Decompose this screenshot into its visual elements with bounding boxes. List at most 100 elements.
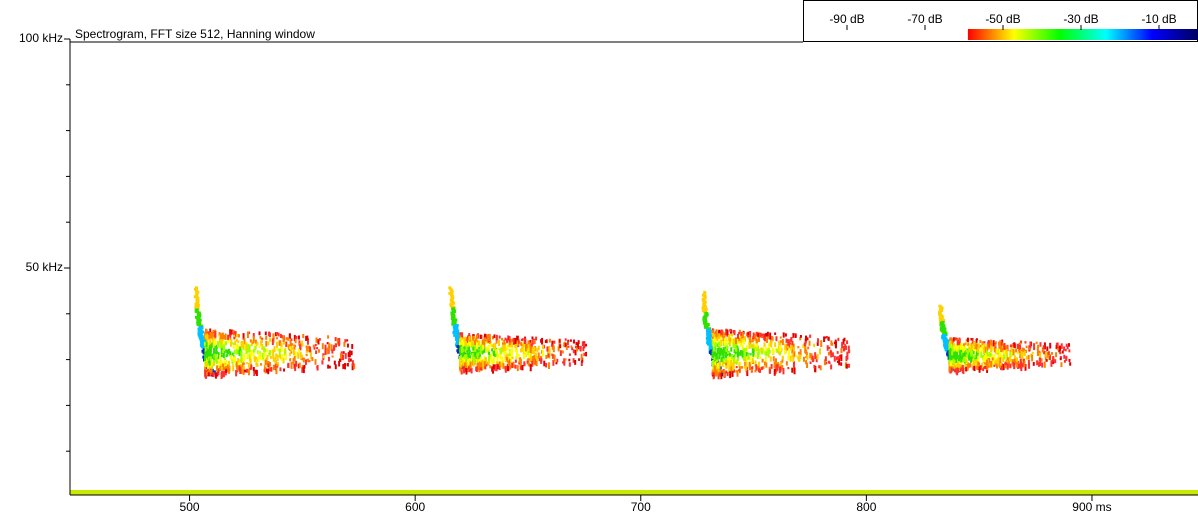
tail-pixel — [805, 349, 808, 355]
tail-pixel — [509, 350, 512, 354]
colorbar-tick-label: -50 dB — [985, 12, 1020, 26]
tail-pixel — [748, 356, 751, 361]
tail-pixel — [535, 352, 538, 360]
tail-pixel — [976, 365, 979, 368]
tail-pixel — [995, 363, 998, 367]
tail-pixel — [755, 364, 758, 371]
tail-pixel — [272, 354, 275, 359]
tail-pixel — [723, 335, 726, 338]
tail-pixel — [293, 335, 296, 342]
tail-pixel — [765, 337, 768, 344]
tail-pixel — [749, 353, 752, 356]
tail-pixel — [730, 333, 733, 337]
sweep-pixel — [704, 307, 708, 311]
tail-pixel — [740, 331, 743, 337]
colorbar-tick-label: -70 dB — [907, 12, 942, 26]
tail-pixel — [459, 349, 462, 352]
tail-pixel — [493, 334, 496, 339]
tail-pixel — [312, 344, 315, 348]
tail-pixel — [741, 345, 744, 350]
tail-pixel — [773, 361, 776, 369]
tail-pixel — [489, 343, 492, 347]
tail-pixel — [322, 355, 325, 359]
tail-pixel — [546, 346, 549, 352]
x-tick-label: 500 — [180, 500, 200, 514]
tail-pixel — [282, 340, 285, 345]
tail-pixel — [218, 332, 221, 335]
tail-pixel — [959, 367, 962, 372]
tail-pixel — [273, 346, 276, 353]
tail-pixel — [511, 347, 514, 354]
tail-pixel — [575, 341, 578, 346]
tail-pixel — [516, 365, 519, 372]
tail-pixel — [969, 347, 972, 352]
tail-pixel — [240, 365, 243, 369]
tail-pixel — [246, 331, 249, 339]
tail-pixel — [790, 337, 793, 342]
tail-pixel — [1011, 351, 1014, 357]
tail-pixel — [1010, 359, 1013, 362]
tail-pixel — [968, 344, 971, 348]
tail-pixel — [289, 339, 292, 346]
tail-pixel — [245, 368, 248, 373]
tail-pixel — [220, 333, 223, 340]
tail-pixel — [532, 339, 535, 345]
tail-pixel — [726, 351, 729, 354]
tail-pixel — [540, 357, 543, 362]
tail-pixel — [764, 356, 767, 363]
tail-pixel — [754, 344, 757, 352]
tail-pixel — [234, 331, 237, 337]
tail-pixel — [326, 342, 329, 345]
tail-pixel — [712, 337, 715, 343]
tail-pixel — [481, 350, 484, 355]
tail-pixel — [297, 335, 300, 340]
tail-pixel — [714, 358, 717, 362]
tail-pixel — [263, 346, 266, 353]
tail-pixel — [275, 367, 278, 375]
tail-pixel — [718, 329, 721, 337]
tail-pixel — [459, 360, 462, 367]
tail-pixel — [1005, 345, 1008, 350]
tail-pixel — [949, 361, 952, 367]
tail-pixel — [506, 344, 509, 351]
tail-pixel — [963, 356, 966, 361]
tail-pixel — [774, 364, 777, 368]
tail-pixel — [472, 335, 475, 340]
tail-pixel — [733, 329, 736, 336]
tail-pixel — [524, 351, 527, 358]
tail-pixel — [514, 364, 517, 369]
tail-pixel — [837, 356, 840, 360]
tail-pixel — [267, 368, 270, 375]
tail-pixel — [971, 351, 974, 356]
tail-pixel — [784, 343, 787, 351]
tail-pixel — [209, 351, 212, 359]
y-tick-label: 50 kHz — [26, 260, 63, 274]
tail-pixel — [327, 356, 330, 362]
tail-pixel — [463, 346, 466, 350]
tail-pixel — [748, 363, 751, 371]
tail-pixel — [240, 356, 243, 363]
tail-pixel — [533, 355, 536, 358]
tail-pixel — [793, 347, 796, 352]
tail-pixel — [523, 337, 526, 344]
tail-pixel — [959, 354, 962, 360]
tail-pixel — [744, 362, 747, 369]
tail-pixel — [215, 348, 218, 353]
tail-pixel — [479, 334, 482, 339]
tail-pixel — [238, 349, 241, 356]
tail-pixel — [464, 359, 467, 363]
tail-pixel — [778, 366, 781, 374]
tail-pixel — [206, 344, 209, 348]
tail-pixel — [779, 346, 782, 352]
tail-pixel — [743, 356, 746, 360]
tail-pixel — [747, 335, 750, 340]
tail-pixel — [514, 337, 517, 345]
tail-pixel — [714, 361, 717, 367]
tail-pixel — [208, 331, 211, 339]
tail-pixel — [307, 345, 310, 353]
tail-pixel — [298, 362, 301, 368]
tail-pixel — [263, 351, 266, 358]
tail-pixel — [521, 365, 524, 371]
tail-pixel — [204, 341, 207, 347]
tail-pixel — [233, 349, 236, 355]
